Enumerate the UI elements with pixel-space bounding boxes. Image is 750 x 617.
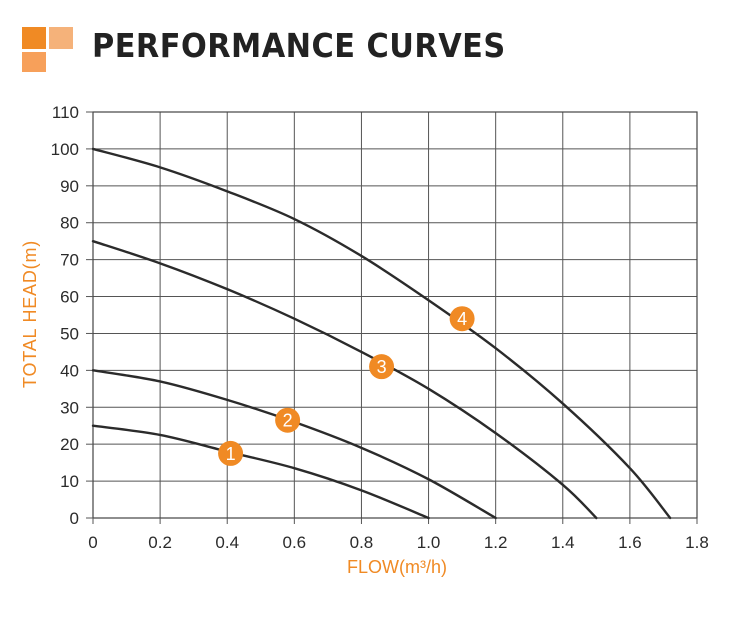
x-tick-label: 0 xyxy=(88,533,97,552)
y-tick-label: 40 xyxy=(60,361,79,380)
y-tick-label: 100 xyxy=(51,140,79,159)
header: PERFORMANCE CURVES xyxy=(22,24,722,74)
y-tick-label: 80 xyxy=(60,214,79,233)
series-marker-4 xyxy=(449,306,475,332)
brand-logo xyxy=(22,24,74,74)
y-tick-label: 90 xyxy=(60,177,79,196)
y-tick-label: 50 xyxy=(60,324,79,343)
x-tick-label: 1.2 xyxy=(484,533,508,552)
x-axis-ticks: 0 0.2 0.4 0.6 0.8 1.0 1.2 1.4 1.6 1.8 xyxy=(88,518,709,552)
y-axis-ticks: 0 10 20 30 40 50 60 70 80 90 100 110 xyxy=(51,103,93,528)
series-group: 1 2 3 4 xyxy=(91,147,672,520)
x-tick-label: 1.8 xyxy=(685,533,709,552)
plot-frame xyxy=(92,111,698,519)
series-line-4 xyxy=(91,147,672,520)
logo-square xyxy=(22,52,46,72)
x-tick-label: 0.6 xyxy=(283,533,307,552)
y-tick-label: 10 xyxy=(60,472,79,491)
series-marker-label-1: 1 xyxy=(226,444,236,464)
logo-square xyxy=(49,27,73,49)
y-tick-label: 0 xyxy=(70,509,79,528)
series-line-1 xyxy=(91,424,430,520)
x-tick-label: 0.8 xyxy=(350,533,374,552)
y-tick-label: 20 xyxy=(60,435,79,454)
series-marker-label-4: 4 xyxy=(457,309,467,329)
series-marker-3 xyxy=(369,354,395,380)
y-tick-label: 110 xyxy=(52,103,79,122)
page-title: PERFORMANCE CURVES xyxy=(92,26,506,65)
y-tick-label: 70 xyxy=(60,251,79,270)
series-line-3 xyxy=(91,239,598,520)
x-tick-label: 1.0 xyxy=(417,533,441,552)
series-marker-label-3: 3 xyxy=(377,357,387,377)
logo-square xyxy=(22,27,46,49)
y-tick-label: 30 xyxy=(60,398,79,417)
series-marker-2 xyxy=(275,407,301,433)
x-tick-label: 0.2 xyxy=(148,533,172,552)
x-tick-label: 0.4 xyxy=(215,533,239,552)
series-marker-label-2: 2 xyxy=(283,411,293,431)
x-tick-label: 1.4 xyxy=(551,533,575,552)
series-marker-1 xyxy=(218,440,244,466)
x-axis-label: FLOW(m³/h) xyxy=(347,557,447,577)
y-tick-label: 60 xyxy=(60,288,79,307)
y-axis-label: TOTAL HEAD(m) xyxy=(20,240,40,388)
grid xyxy=(92,111,698,519)
x-tick-label: 1.6 xyxy=(618,533,642,552)
